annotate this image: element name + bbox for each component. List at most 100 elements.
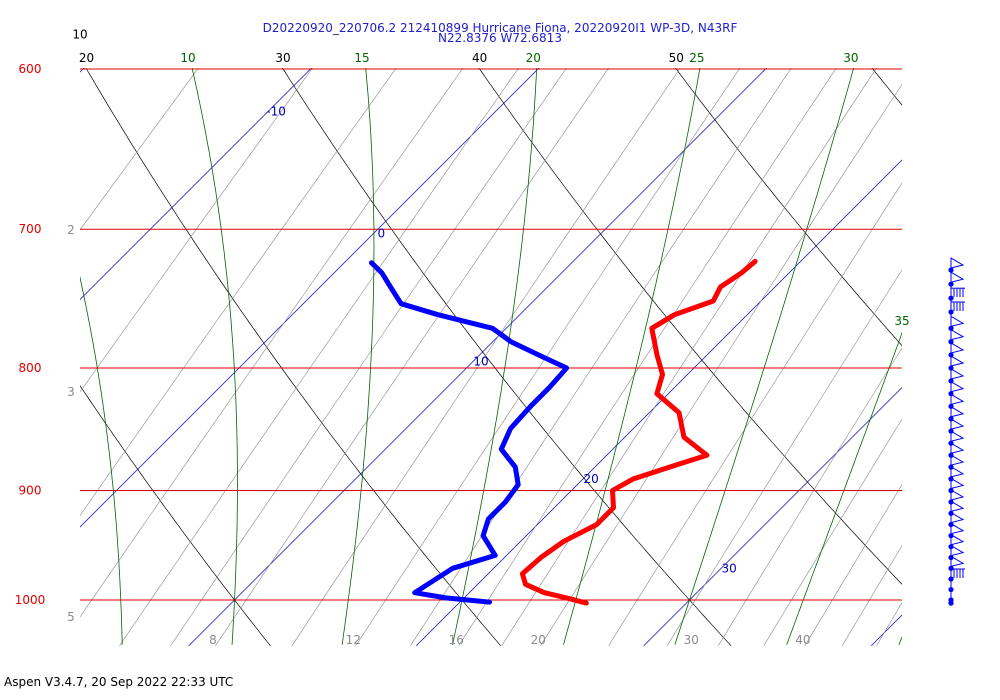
wind-barb	[948, 368, 965, 384]
dry-adiabat-line	[282, 68, 732, 647]
wind-barb	[948, 489, 965, 505]
mixing-ratio-line	[540, 83, 902, 646]
isobar-label-600: 600	[19, 62, 42, 76]
mixing-ratio-line	[938, 43, 1000, 646]
dry-adiabat-line	[80, 385, 271, 647]
wind-barb-dot	[948, 428, 954, 434]
wind-barb-dot	[948, 416, 954, 422]
wind-barb-dot	[948, 378, 954, 384]
mixing-ratio-label: 40	[795, 633, 810, 647]
wind-barb	[948, 257, 965, 273]
moist-adiabat-line	[80, 275, 123, 645]
wind-barb-dot	[948, 554, 954, 561]
isobar-label-700: 700	[19, 222, 42, 236]
wind-barb-dot	[948, 586, 954, 593]
wind-barb-pennant	[950, 454, 965, 466]
wind-barb-pennant	[950, 393, 965, 405]
mixing-ratio-line	[170, 68, 567, 646]
wind-barb-dot	[948, 440, 954, 446]
wind-barb	[948, 442, 965, 458]
moist-adiabat-line	[786, 332, 902, 645]
wind-barb-pennant	[950, 355, 965, 367]
isotherm-label: 30	[722, 561, 737, 575]
wind-barb	[948, 405, 965, 422]
moist-adiabat-label: 10	[180, 51, 195, 65]
wind-barb-dot	[948, 464, 954, 470]
chart-title: D20220920_220706.2 212410899 Hurricane F…	[262, 21, 738, 35]
isotherm-label: 20	[583, 472, 598, 486]
moist-adiabat-label: 35	[894, 314, 909, 328]
dry-adiabat-line	[0, 43, 40, 646]
mixing-ratio-line	[841, 545, 902, 646]
wind-barb-pennant	[950, 342, 965, 354]
mixing-ratio-line	[965, 43, 1000, 646]
wind-barb	[948, 500, 965, 516]
wind-barb	[948, 555, 965, 571]
wind-barb-pennant	[950, 380, 965, 393]
moist-adiabat-line	[191, 68, 238, 645]
wind-barb-pennant	[950, 500, 965, 512]
mixing-ratio-line	[119, 68, 520, 646]
wind-barb-dot	[948, 365, 954, 371]
moist-adiabat-label: 30	[843, 51, 858, 65]
wind-barb	[948, 328, 965, 345]
mixing-ratio-line	[717, 347, 902, 646]
wind-barb-dot	[948, 403, 954, 409]
wind-barb-dot	[948, 510, 954, 516]
moist-adiabat-line	[898, 636, 902, 645]
mixing-ratio-line	[876, 602, 902, 646]
wind-barb	[948, 430, 965, 446]
isotherm-label: 0	[377, 227, 385, 241]
wind-barb-pennant	[950, 489, 965, 501]
wind-barb-dot	[948, 339, 954, 345]
wind-barb-dot	[948, 325, 954, 331]
wind-barb-pennant	[950, 477, 965, 490]
wind-barb-pennant	[950, 430, 965, 442]
mixing-ratio-line	[763, 418, 902, 646]
wind-barb	[948, 597, 954, 603]
wind-barb-dot	[948, 576, 954, 582]
mixing-ratio-label: 5	[67, 610, 75, 624]
wind-barb	[948, 393, 965, 409]
wind-barb-dot	[948, 487, 954, 494]
wind-barb-pennant	[950, 511, 965, 524]
wind-barb-dot	[948, 597, 954, 603]
wind-barb	[948, 271, 965, 287]
dewpoint-profile-line	[369, 260, 570, 605]
isotherm-label: -10	[266, 104, 286, 118]
wind-barb-dot	[948, 452, 954, 458]
wind-barb	[948, 454, 965, 470]
mixing-ratio-line	[608, 182, 902, 646]
moist-adiabat-line	[341, 68, 375, 645]
wind-barb-pennant	[950, 555, 965, 567]
mixing-ratio-label: 2	[67, 223, 75, 237]
dry-adiabat-line	[478, 68, 902, 585]
wind-barb	[948, 522, 965, 539]
wind-barb-dot	[948, 499, 954, 505]
dry-adiabat-line	[675, 68, 902, 347]
wind-barb-pennant	[950, 368, 965, 380]
wind-barb	[948, 355, 965, 371]
moist-adiabat-label: 25	[689, 51, 704, 65]
wind-barb-pennant	[950, 465, 965, 478]
wind-barb-pennant	[950, 315, 965, 327]
wind-barb-pennant	[950, 405, 965, 418]
isotherm-line	[80, 68, 85, 73]
dry-adiabat-line	[871, 68, 902, 106]
wind-barb-dot	[948, 281, 954, 287]
mixing-ratio-label: 20	[531, 633, 546, 647]
dry-adiabat-label: 20	[79, 51, 94, 65]
dry-adiabat-label: 10	[72, 28, 87, 42]
mixing-ratio-line	[80, 68, 199, 231]
wind-barb-dot	[948, 476, 954, 482]
wind-barb	[948, 477, 965, 494]
wind-barb-pennant	[950, 533, 965, 546]
moist-adiabat-label: 20	[526, 51, 541, 65]
wind-barb	[948, 465, 965, 482]
moist-adiabat-label: 15	[354, 51, 369, 65]
dry-adiabat-label: 50	[669, 51, 684, 65]
wind-barb	[948, 544, 965, 561]
mixing-ratio-label: 12	[346, 633, 361, 647]
isotherm-line	[415, 159, 902, 647]
